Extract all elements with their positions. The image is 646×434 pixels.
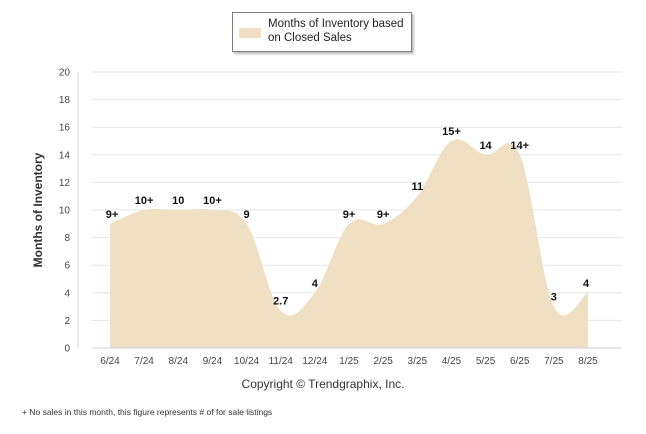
y-tick-label: 4 — [64, 288, 70, 299]
x-tick-label: 8/24 — [169, 356, 189, 367]
y-tick-label: 0 — [64, 344, 70, 355]
x-tick-label: 1/25 — [339, 356, 359, 367]
x-tick-label: 7/25 — [544, 356, 564, 367]
x-tick-label: 6/24 — [100, 356, 120, 367]
x-tick-label: 11/24 — [269, 356, 294, 367]
y-axis-title: Months of Inventory — [31, 152, 45, 267]
data-label: 9 — [244, 209, 250, 221]
footnote-text: No sales in this month, this figure repr… — [29, 407, 273, 417]
data-label: 10+ — [203, 195, 222, 207]
y-tick-label: 14 — [59, 150, 71, 161]
x-tick-label: 10/24 — [234, 356, 259, 367]
x-tick-label: 8/25 — [578, 356, 598, 367]
x-tick-label: 12/24 — [302, 356, 327, 367]
legend-swatch — [239, 28, 261, 38]
data-label: 9+ — [377, 209, 390, 221]
x-tick-label: 2/25 — [373, 356, 393, 367]
y-tick-label: 20 — [59, 68, 71, 79]
x-tick-label: 4/25 — [442, 356, 462, 367]
y-tick-label: 6 — [64, 261, 70, 272]
data-label: 3 — [551, 292, 557, 304]
data-label: 10 — [172, 195, 184, 207]
area-series — [110, 139, 588, 348]
data-label: 14+ — [510, 140, 529, 152]
x-tick-label: 9/24 — [203, 356, 223, 367]
y-tick-label: 18 — [59, 95, 71, 106]
x-tick-label: 6/25 — [510, 356, 530, 367]
y-tick-label: 10 — [59, 206, 71, 217]
y-tick-label: 8 — [64, 233, 70, 244]
x-tick-label: 7/24 — [134, 356, 154, 367]
x-tick-label: 5/25 — [476, 356, 496, 367]
data-label: 4 — [583, 278, 590, 290]
legend-label: Months of Inventory based on Closed Sale… — [268, 18, 404, 44]
data-label: 9+ — [343, 209, 356, 221]
y-tick-label: 12 — [59, 178, 71, 189]
y-tick-label: 2 — [64, 316, 70, 327]
data-label: 2.7 — [273, 296, 288, 308]
data-label: 10+ — [135, 195, 154, 207]
y-tick-label: 16 — [59, 123, 71, 134]
data-label: 11 — [411, 181, 423, 193]
copyright-text: Copyright © Trendgraphix, Inc. — [241, 377, 405, 391]
data-label: 14 — [479, 140, 492, 152]
data-label: 9+ — [106, 209, 119, 221]
x-tick-label: 3/25 — [408, 356, 428, 367]
data-label: 15+ — [442, 126, 461, 138]
footnote: + No sales in this month, this figure re… — [22, 407, 272, 417]
chart-legend: Months of Inventory based on Closed Sale… — [232, 12, 412, 52]
footnote-marker: + — [22, 407, 27, 417]
data-label: 4 — [312, 278, 319, 290]
